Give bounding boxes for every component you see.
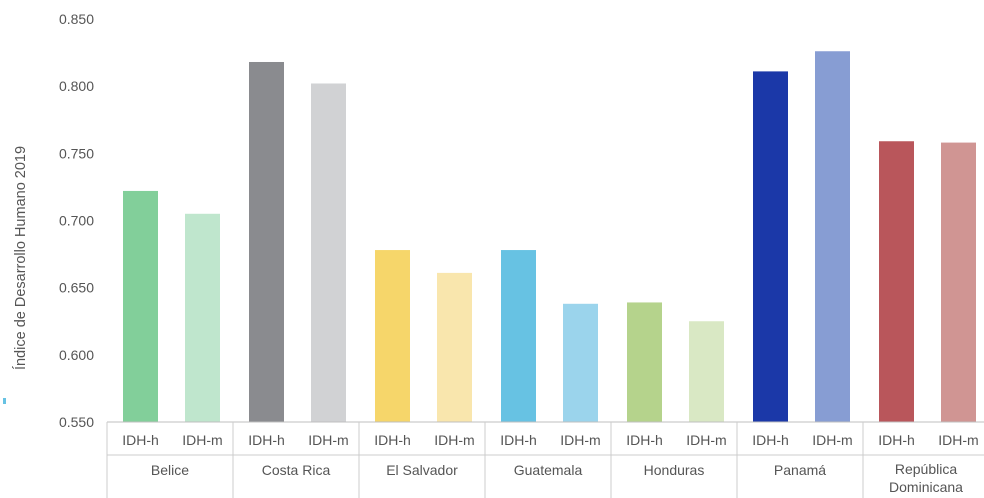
y-tick-label: 0.650 (59, 280, 94, 296)
sub-label-idh-m: IDH-m (560, 432, 600, 448)
sub-label-idh-m: IDH-m (812, 432, 852, 448)
sub-label-idh-h: IDH-h (878, 432, 915, 448)
y-tick-label: 0.700 (59, 213, 94, 229)
bar-idh-h-0 (123, 190, 158, 422)
sub-label-idh-h: IDH-h (374, 432, 411, 448)
y-tick-label: 0.600 (59, 347, 94, 363)
category-label: Honduras (644, 462, 705, 478)
category-label: Dominicana (889, 479, 963, 495)
category-label: República (895, 461, 957, 477)
y-tick-label: 0.800 (59, 78, 94, 94)
bar-idh-m-3 (563, 303, 598, 422)
y-axis-title: Índice de Desarrollo Humano 2019 (12, 146, 29, 370)
bar-idh-m-5 (815, 51, 850, 423)
sub-label-idh-h: IDH-h (248, 432, 285, 448)
bar-idh-m-4 (689, 321, 724, 422)
sub-label-idh-h: IDH-h (626, 432, 663, 448)
bar-idh-m-0 (185, 213, 220, 422)
sub-label-idh-h: IDH-h (752, 432, 789, 448)
bar-idh-h-1 (249, 61, 284, 423)
sub-label-idh-m: IDH-m (308, 432, 348, 448)
x-axis (106, 421, 984, 498)
sub-label-idh-m: IDH-m (182, 432, 222, 448)
bar-idh-m-6 (941, 142, 976, 422)
edge-marker (3, 398, 6, 404)
bar-idh-h-3 (501, 250, 536, 422)
sub-label-idh-m: IDH-m (686, 432, 726, 448)
sub-label-idh-m: IDH-m (434, 432, 474, 448)
category-label: Costa Rica (262, 462, 331, 478)
bar-idh-m-2 (437, 272, 472, 422)
bar-idh-h-4 (627, 302, 662, 422)
bar-idh-h-5 (753, 71, 788, 422)
sub-label-idh-m: IDH-m (938, 432, 978, 448)
bars (123, 51, 976, 423)
sub-label-idh-h: IDH-h (122, 432, 159, 448)
bar-idh-h-2 (375, 250, 410, 422)
sub-label-idh-h: IDH-h (500, 432, 537, 448)
category-label: Belice (151, 462, 189, 478)
bar-idh-h-6 (879, 141, 914, 422)
y-tick-label: 0.850 (59, 11, 94, 27)
y-axis-ticks: 0.850 0.800 0.750 0.700 0.650 0.600 0.550 (59, 11, 94, 430)
category-label: Panamá (774, 462, 826, 478)
bar-idh-m-1 (311, 83, 346, 422)
y-tick-label: 0.550 (59, 414, 94, 430)
category-label: El Salvador (386, 462, 458, 478)
x-axis-labels: IDH-h IDH-m Belice IDH-h IDH-m Costa Rica IDH-… (122, 432, 979, 495)
category-label: Guatemala (514, 462, 583, 478)
y-tick-label: 0.750 (59, 145, 94, 161)
